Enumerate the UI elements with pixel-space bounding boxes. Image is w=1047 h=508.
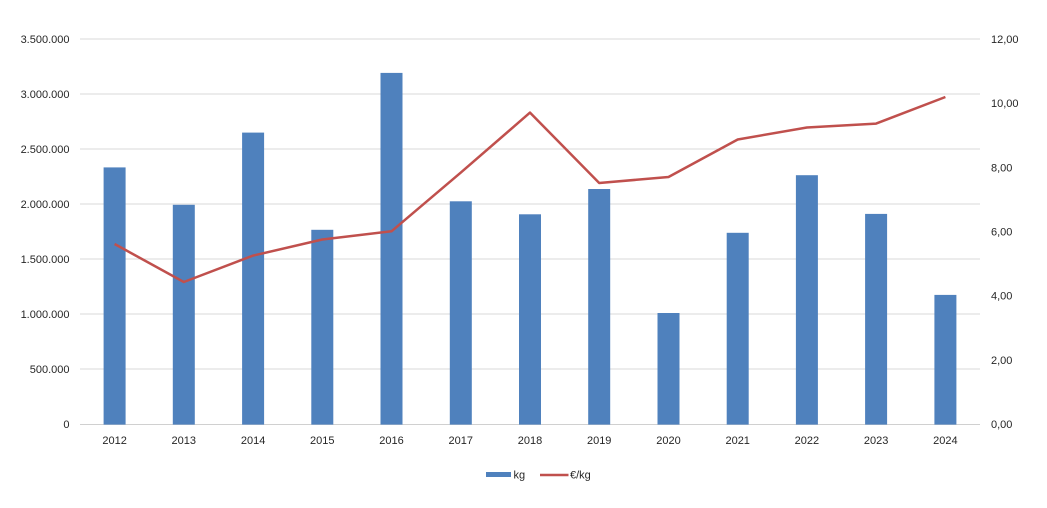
svg-text:2017: 2017 <box>449 435 473 447</box>
svg-text:2020: 2020 <box>656 435 680 447</box>
svg-text:2024: 2024 <box>933 435 957 447</box>
svg-text:€/kg: €/kg <box>570 470 591 482</box>
svg-text:kg: kg <box>514 470 526 482</box>
svg-text:0: 0 <box>63 419 69 431</box>
svg-text:2012: 2012 <box>102 435 126 447</box>
svg-text:2013: 2013 <box>172 435 196 447</box>
svg-text:1.500.000: 1.500.000 <box>21 254 70 266</box>
svg-text:2022: 2022 <box>795 435 819 447</box>
svg-text:2,00: 2,00 <box>991 355 1012 367</box>
svg-text:2015: 2015 <box>310 435 334 447</box>
svg-text:6,00: 6,00 <box>991 227 1012 239</box>
svg-text:3.500.000: 3.500.000 <box>21 34 70 46</box>
svg-text:2021: 2021 <box>725 435 749 447</box>
svg-text:8,00: 8,00 <box>991 162 1012 174</box>
svg-text:500.000: 500.000 <box>30 364 70 376</box>
svg-text:2.500.000: 2.500.000 <box>21 144 70 156</box>
svg-text:1.000.000: 1.000.000 <box>21 309 70 321</box>
svg-text:2016: 2016 <box>379 435 403 447</box>
svg-text:2019: 2019 <box>587 435 611 447</box>
svg-text:2014: 2014 <box>241 435 265 447</box>
svg-text:10,00: 10,00 <box>991 98 1019 110</box>
svg-text:2.000.000: 2.000.000 <box>21 199 70 211</box>
svg-text:2023: 2023 <box>864 435 888 447</box>
svg-text:2018: 2018 <box>518 435 542 447</box>
svg-text:12,00: 12,00 <box>991 34 1019 46</box>
svg-text:0,00: 0,00 <box>991 419 1012 431</box>
svg-text:4,00: 4,00 <box>991 291 1012 303</box>
svg-text:3.000.000: 3.000.000 <box>21 89 70 101</box>
